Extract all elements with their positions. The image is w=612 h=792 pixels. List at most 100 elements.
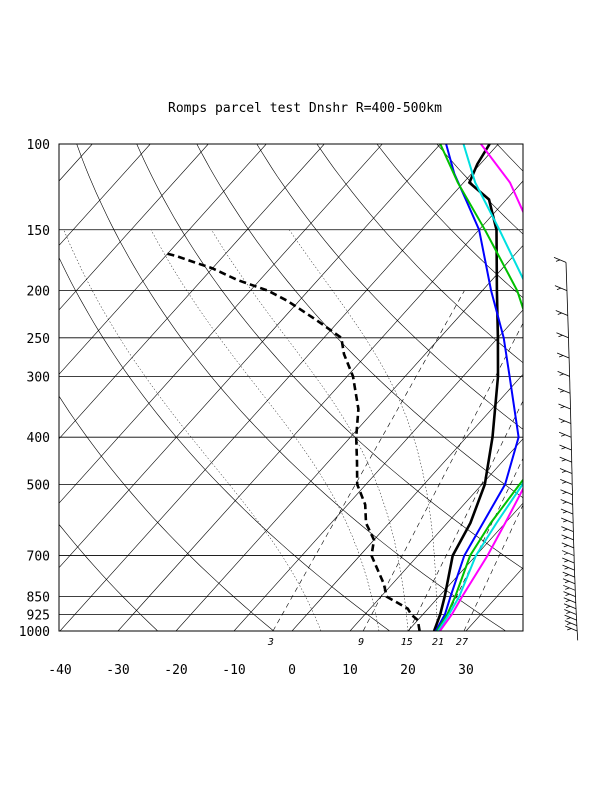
profile-line	[432, 144, 500, 631]
background-lines	[59, 144, 612, 631]
wind-barb	[558, 334, 563, 338]
moist-adiabat	[63, 229, 322, 631]
profile-line	[439, 144, 523, 631]
pressure-label: 400	[27, 431, 50, 446]
profile-line	[436, 144, 523, 631]
dry-adiabat	[256, 144, 523, 430]
wind-barb	[555, 259, 561, 262]
isotherm	[59, 144, 151, 246]
wind-barb	[564, 574, 569, 577]
wind-barb	[567, 628, 572, 631]
isotherm	[407, 502, 523, 631]
wind-barb	[559, 390, 565, 393]
dry-adiabat	[316, 144, 523, 364]
dry-adiabat	[436, 144, 523, 235]
temperature-label: -30	[106, 663, 129, 678]
wind-barb	[556, 287, 562, 290]
mixing-ratio-label: 27	[456, 637, 468, 648]
temperature-label: 20	[400, 663, 416, 678]
wind-barb	[562, 511, 568, 514]
wind-barb	[561, 459, 566, 462]
chart-title: Romps parcel test Dnshr R=400-500km	[168, 101, 442, 116]
wind-staff	[565, 262, 579, 641]
wind-profile	[553, 256, 579, 641]
pressure-label: 200	[27, 285, 50, 300]
dry-adiabat	[59, 523, 158, 631]
wind-barb	[559, 373, 564, 376]
wind-barb	[561, 470, 567, 473]
pressure-label: 150	[27, 224, 50, 239]
mixing-ratio-line	[463, 504, 523, 631]
isotherm	[465, 567, 523, 631]
wind-barb	[560, 420, 565, 423]
mixing-ratio-label: 15	[401, 637, 413, 648]
pressure-label: 250	[27, 332, 50, 347]
wind-barb	[558, 355, 564, 358]
wind-barb	[563, 520, 568, 523]
wind-barb	[566, 622, 572, 626]
isotherm	[59, 144, 441, 569]
pressure-label: 700	[27, 550, 50, 565]
dry-adiabat	[557, 144, 612, 631]
isotherm	[59, 144, 499, 631]
temperature-label: 10	[342, 663, 358, 678]
wind-barb	[565, 599, 570, 603]
wind-barb	[562, 481, 567, 484]
moist-adiabat	[288, 229, 438, 631]
moist-adiabat	[211, 229, 409, 631]
mixing-ratio-label: 3	[267, 637, 274, 648]
mixing-ratio-line	[272, 290, 465, 631]
dry-adiabat	[496, 144, 523, 172]
wind-barb	[561, 447, 566, 450]
pressure-label: 1000	[19, 625, 50, 640]
profile-line	[167, 252, 421, 631]
isotherm	[175, 244, 523, 631]
temperature-label: -40	[48, 663, 71, 678]
wind-barb	[566, 611, 571, 614]
isotherm	[233, 309, 523, 631]
dry-adiabat	[376, 144, 523, 299]
isotherm	[117, 180, 523, 631]
mixing-ratio-line	[362, 322, 523, 631]
wind-barb	[563, 528, 568, 531]
pressure-label: 300	[27, 370, 50, 385]
pressure-label: 925	[27, 609, 50, 624]
wind-barb	[565, 605, 571, 609]
wind-barb	[564, 580, 570, 584]
isotherm	[59, 144, 325, 440]
mixing-ratio-line	[408, 400, 523, 631]
temperature-label: -10	[222, 663, 245, 678]
mixing-ratio-labels: 3 9 15 21 27	[267, 637, 468, 648]
temperature-label: 0	[288, 663, 296, 678]
isotherm	[349, 438, 523, 631]
plot-frame	[58, 143, 524, 632]
wind-barb	[566, 617, 571, 620]
temperature-axis-labels: -40 -30 -20 -10 0 10 20 30	[48, 663, 474, 678]
profile-line	[434, 144, 520, 631]
isotherm	[59, 144, 267, 375]
temperature-label: -20	[164, 663, 187, 678]
pressure-label: 500	[27, 478, 50, 493]
isotherm	[59, 144, 209, 311]
moist-adiabat	[150, 229, 380, 631]
mixing-ratio-label: 9	[358, 637, 364, 648]
wind-barb	[561, 434, 566, 437]
mixing-ratio-line	[439, 457, 523, 631]
wind-barb	[557, 312, 562, 315]
pressure-label: 100	[27, 138, 50, 153]
wind-barb	[565, 593, 570, 597]
isotherm	[524, 144, 612, 631]
pressure-label: 850	[27, 591, 50, 606]
profile-line	[437, 144, 523, 631]
dry-adiabat	[76, 144, 506, 631]
wind-barb	[560, 406, 565, 409]
dry-adiabat	[136, 144, 523, 569]
dry-adiabat	[59, 395, 274, 631]
wind-barb	[562, 501, 567, 504]
wind-barb	[564, 560, 569, 563]
isotherm	[582, 144, 612, 631]
wind-barb	[563, 537, 568, 540]
isotherm	[59, 144, 383, 504]
